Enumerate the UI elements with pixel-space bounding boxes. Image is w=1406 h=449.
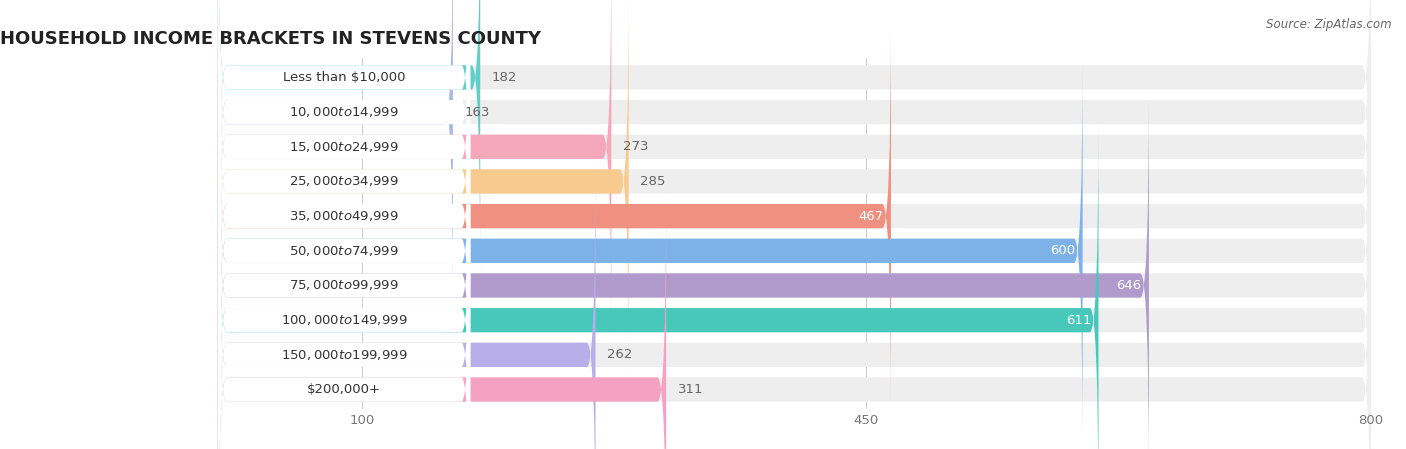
FancyBboxPatch shape [218, 20, 470, 412]
FancyBboxPatch shape [218, 0, 628, 377]
Text: $75,000 to $99,999: $75,000 to $99,999 [290, 278, 399, 292]
FancyBboxPatch shape [218, 159, 470, 449]
Text: $200,000+: $200,000+ [307, 383, 381, 396]
FancyBboxPatch shape [218, 159, 596, 449]
Text: Source: ZipAtlas.com: Source: ZipAtlas.com [1267, 18, 1392, 31]
FancyBboxPatch shape [218, 55, 1083, 447]
Text: 467: 467 [859, 210, 884, 223]
FancyBboxPatch shape [218, 0, 470, 308]
Text: $15,000 to $24,999: $15,000 to $24,999 [290, 140, 399, 154]
Text: 311: 311 [678, 383, 703, 396]
Text: $10,000 to $14,999: $10,000 to $14,999 [290, 105, 399, 119]
FancyBboxPatch shape [218, 0, 1371, 308]
FancyBboxPatch shape [218, 124, 470, 449]
FancyBboxPatch shape [218, 90, 470, 449]
Text: Less than $10,000: Less than $10,000 [283, 71, 405, 84]
Text: 285: 285 [640, 175, 665, 188]
FancyBboxPatch shape [218, 90, 1149, 449]
Text: 646: 646 [1116, 279, 1142, 292]
FancyBboxPatch shape [218, 194, 666, 449]
FancyBboxPatch shape [218, 0, 481, 273]
Text: 600: 600 [1050, 244, 1076, 257]
Text: 262: 262 [607, 348, 633, 361]
FancyBboxPatch shape [218, 55, 1371, 447]
FancyBboxPatch shape [218, 20, 891, 412]
Text: $100,000 to $149,999: $100,000 to $149,999 [281, 313, 408, 327]
FancyBboxPatch shape [218, 194, 470, 449]
FancyBboxPatch shape [218, 0, 470, 377]
FancyBboxPatch shape [218, 90, 1371, 449]
FancyBboxPatch shape [218, 124, 1371, 449]
FancyBboxPatch shape [218, 159, 1371, 449]
FancyBboxPatch shape [218, 0, 453, 308]
Text: $35,000 to $49,999: $35,000 to $49,999 [290, 209, 399, 223]
Text: 611: 611 [1066, 314, 1091, 327]
FancyBboxPatch shape [218, 0, 612, 343]
Text: $25,000 to $34,999: $25,000 to $34,999 [290, 175, 399, 189]
FancyBboxPatch shape [218, 0, 1371, 343]
FancyBboxPatch shape [218, 20, 1371, 412]
FancyBboxPatch shape [218, 0, 470, 343]
Text: 273: 273 [623, 140, 648, 153]
Text: 163: 163 [464, 106, 489, 119]
FancyBboxPatch shape [218, 194, 1371, 449]
Text: HOUSEHOLD INCOME BRACKETS IN STEVENS COUNTY: HOUSEHOLD INCOME BRACKETS IN STEVENS COU… [0, 31, 541, 48]
FancyBboxPatch shape [218, 124, 1098, 449]
Text: $50,000 to $74,999: $50,000 to $74,999 [290, 244, 399, 258]
Text: $150,000 to $199,999: $150,000 to $199,999 [281, 348, 408, 362]
FancyBboxPatch shape [218, 0, 470, 273]
FancyBboxPatch shape [218, 55, 470, 447]
FancyBboxPatch shape [218, 0, 1371, 377]
FancyBboxPatch shape [218, 0, 1371, 273]
Text: 182: 182 [492, 71, 517, 84]
